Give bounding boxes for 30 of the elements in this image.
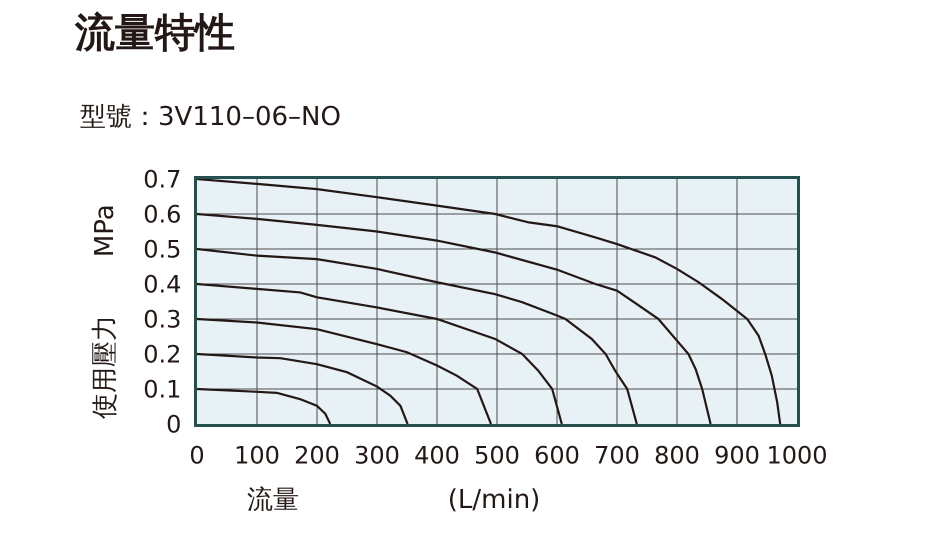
x-axis-title: 流量 (L/min) <box>247 485 540 515</box>
chart-title: 流量特性 <box>74 10 235 56</box>
y-tick-label: 0.7 <box>143 165 182 194</box>
x-tick-label: 600 <box>534 442 580 470</box>
x-tick-label: 300 <box>354 442 400 470</box>
y-tick-label: 0.6 <box>143 200 182 228</box>
line-series <box>197 318 492 424</box>
x-tick-label: 100 <box>234 442 280 470</box>
x-tick-label: 700 <box>594 442 640 470</box>
y-axis-title: 使用壓力 MPa <box>90 204 120 419</box>
y-tick-label: 0.1 <box>143 375 182 404</box>
x-tick-label: 400 <box>414 442 460 470</box>
line-series <box>197 388 332 424</box>
line-series <box>197 212 712 424</box>
y-tick-label: 0.4 <box>143 270 182 298</box>
x-tick-label: 800 <box>654 442 700 470</box>
y-tick-label: 0.2 <box>143 340 182 368</box>
y-tick-label: 0.5 <box>143 235 182 264</box>
line-series <box>197 179 782 424</box>
chart-subtitle: 型號：3V110–06–NO <box>80 102 341 132</box>
line-series <box>197 352 409 424</box>
y-tick-label: 0.3 <box>143 305 182 334</box>
line-series <box>197 248 638 424</box>
x-tick-label: 900 <box>714 442 760 470</box>
x-tick-label: 500 <box>474 442 520 470</box>
x-tick-label: 0 <box>189 442 205 470</box>
y-tick-label: 0 <box>166 410 182 438</box>
x-tick-label: 200 <box>294 442 340 470</box>
line-series <box>197 282 563 424</box>
x-tick-label: 1000 <box>766 442 828 470</box>
